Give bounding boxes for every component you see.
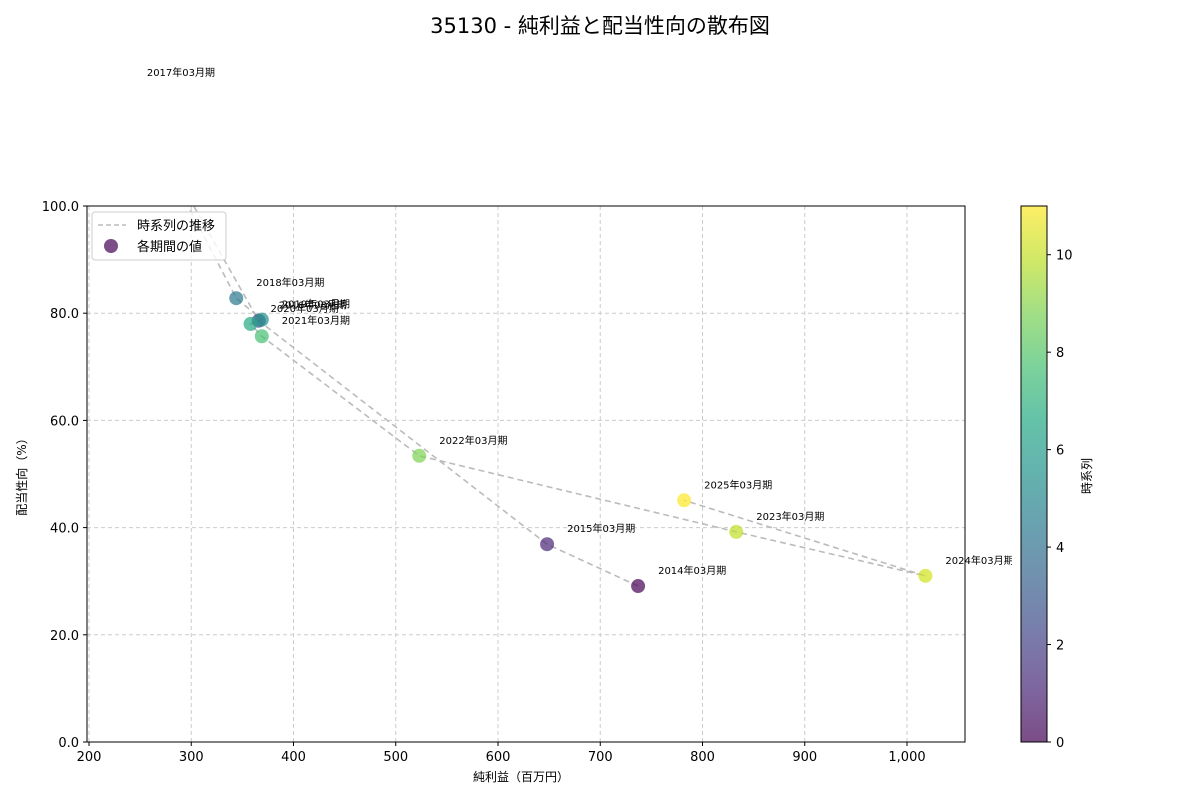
colorbar-tick-label: 8 bbox=[1056, 346, 1064, 361]
point-label: 2018年03月期 bbox=[256, 276, 324, 289]
colorbar-tick-label: 6 bbox=[1056, 444, 1064, 459]
legend-entry-line: 時系列の推移 bbox=[137, 219, 215, 234]
data-point bbox=[631, 579, 646, 594]
y-axis-ticks: 0.0 20.0 40.0 60.0 80.0 100.0 bbox=[42, 200, 87, 751]
data-point bbox=[229, 291, 244, 306]
x-tick-label: 900 bbox=[792, 750, 817, 765]
point-label: 2021年03月期 bbox=[282, 314, 350, 327]
point-label: 2019年03月期 bbox=[282, 298, 350, 311]
x-tick-label: 800 bbox=[690, 750, 715, 765]
colorbar: 0 2 4 6 8 10 時系列 bbox=[1020, 205, 1094, 751]
chart-title: 35130 - 純利益と配当性向の散布図 bbox=[430, 14, 770, 38]
point-label: 2025年03月期 bbox=[704, 478, 772, 491]
y-tick-label: 20.0 bbox=[50, 629, 79, 644]
x-tick-label: 1,000 bbox=[888, 750, 925, 765]
point-label: 2016年03月期 bbox=[279, 299, 347, 312]
point-label: 2023年03月期 bbox=[756, 510, 824, 523]
legend: 時系列の推移 各期間の値 bbox=[91, 211, 227, 261]
y-axis-label: 配当性向（%） bbox=[14, 432, 29, 515]
x-tick-label: 500 bbox=[383, 750, 408, 765]
data-point bbox=[540, 537, 555, 552]
point-labels: 2014年03月期 2015年03月期 2016年03月期 2017年03月期 2018… bbox=[147, 66, 1013, 577]
y-tick-label: 60.0 bbox=[50, 414, 79, 429]
y-tick-label: 100.0 bbox=[42, 200, 79, 215]
plot-frame bbox=[86, 205, 966, 743]
data-point bbox=[412, 448, 427, 463]
y-tick-label: 40.0 bbox=[50, 522, 79, 537]
time-series-line bbox=[187, 206, 926, 587]
point-label: 2017年03月期 bbox=[147, 66, 215, 79]
legend-entry-points: 各期間の値 bbox=[137, 239, 202, 255]
data-point bbox=[677, 493, 692, 508]
data-point bbox=[120, 81, 134, 95]
data-point bbox=[918, 568, 933, 583]
x-tick-label: 600 bbox=[486, 750, 511, 765]
point-label: 2022年03月期 bbox=[439, 434, 507, 447]
data-point bbox=[254, 329, 269, 344]
point-label: 2014年03月期 bbox=[658, 564, 726, 577]
colorbar-label: 時系列 bbox=[1080, 458, 1094, 494]
x-axis-label: 純利益（百万円） bbox=[473, 770, 569, 784]
colorbar-tick-label: 10 bbox=[1056, 249, 1073, 264]
colorbar-tick-label: 2 bbox=[1056, 639, 1064, 654]
colorbar-tick-label: 0 bbox=[1056, 736, 1064, 751]
data-point bbox=[729, 524, 744, 539]
point-label: 2020年03月期 bbox=[271, 302, 339, 315]
y-tick-label: 80.0 bbox=[50, 307, 79, 322]
colorbar-tick-label: 4 bbox=[1056, 541, 1064, 556]
x-tick-label: 300 bbox=[179, 750, 204, 765]
x-tick-label: 400 bbox=[281, 750, 306, 765]
point-label: 2024年03月期 bbox=[945, 554, 1013, 567]
circle-marker-icon bbox=[104, 239, 118, 253]
point-label: 2015年03月期 bbox=[567, 522, 635, 535]
y-tick-label: 0.0 bbox=[58, 736, 79, 751]
x-tick-label: 700 bbox=[588, 750, 613, 765]
x-axis-ticks: 200 300 400 500 600 700 800 900 1,000 bbox=[77, 742, 926, 765]
data-point bbox=[254, 312, 269, 327]
data-points bbox=[120, 81, 933, 594]
data-point bbox=[243, 316, 258, 331]
grid-lines bbox=[87, 205, 965, 743]
x-tick-label: 200 bbox=[77, 750, 102, 765]
